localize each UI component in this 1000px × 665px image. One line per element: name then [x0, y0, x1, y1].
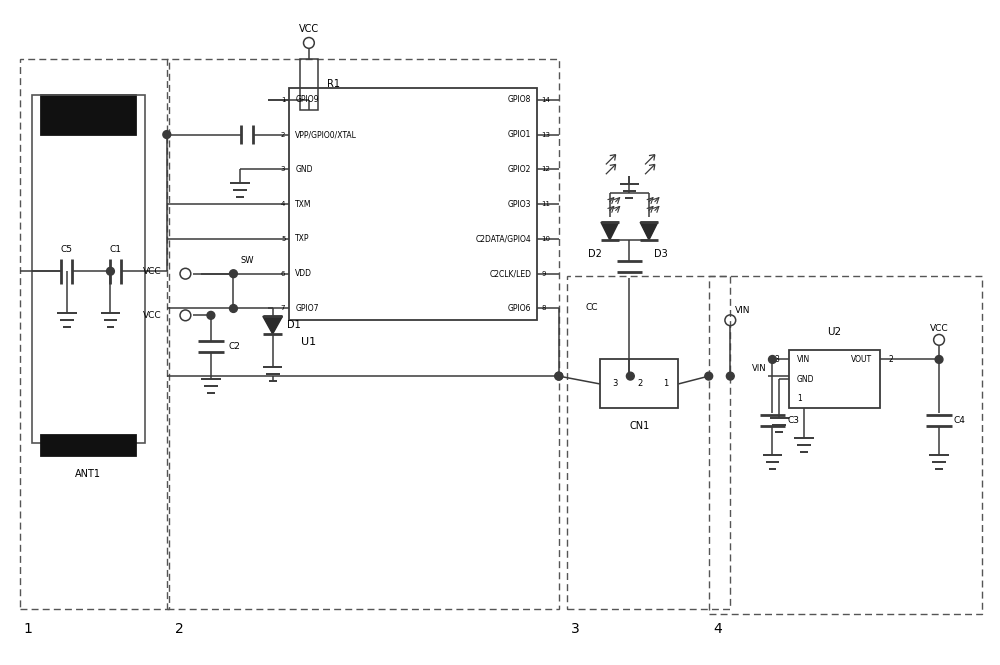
Circle shape	[207, 311, 215, 319]
Circle shape	[230, 270, 237, 277]
Text: VCC: VCC	[299, 24, 319, 34]
Text: 3: 3	[612, 380, 617, 388]
Text: CC: CC	[586, 303, 598, 313]
Circle shape	[555, 372, 563, 380]
Text: U1: U1	[301, 336, 316, 347]
Text: 8: 8	[541, 305, 546, 311]
Text: GPIO1: GPIO1	[508, 130, 531, 139]
Text: C4: C4	[954, 416, 966, 425]
Polygon shape	[601, 222, 619, 240]
Polygon shape	[41, 435, 135, 454]
Text: 2: 2	[638, 380, 643, 388]
Circle shape	[626, 372, 634, 380]
Text: 4: 4	[281, 201, 285, 207]
Text: 3: 3	[571, 622, 579, 636]
Text: 13: 13	[541, 132, 550, 138]
Text: C2: C2	[229, 342, 240, 351]
Text: GPIO3: GPIO3	[508, 200, 531, 209]
Text: 1: 1	[24, 622, 33, 636]
Text: 11: 11	[541, 201, 550, 207]
Text: 4: 4	[714, 622, 722, 636]
Text: C2CLK/LED: C2CLK/LED	[489, 269, 531, 278]
Polygon shape	[41, 95, 135, 134]
Circle shape	[705, 372, 713, 380]
Circle shape	[555, 372, 563, 380]
Text: SW: SW	[240, 257, 254, 265]
Text: 7: 7	[281, 305, 285, 311]
Text: 2: 2	[888, 355, 893, 364]
Text: 2: 2	[175, 622, 183, 636]
Text: VOUT: VOUT	[851, 355, 872, 364]
Text: TXM: TXM	[295, 200, 312, 209]
Text: C2DATA/GPIO4: C2DATA/GPIO4	[476, 234, 531, 243]
Text: VPP/GPIO0/XTAL: VPP/GPIO0/XTAL	[295, 130, 357, 139]
Text: C1: C1	[110, 245, 122, 254]
Text: U2: U2	[828, 327, 842, 337]
Text: ANT1: ANT1	[75, 469, 101, 479]
Text: 5: 5	[281, 236, 285, 242]
Text: C3: C3	[787, 416, 799, 425]
Text: GND: GND	[295, 165, 313, 174]
Text: C5: C5	[61, 245, 73, 254]
Text: GPIO9: GPIO9	[295, 95, 319, 104]
Text: 3: 3	[774, 355, 779, 364]
Text: 1: 1	[797, 394, 802, 403]
Text: GPIO8: GPIO8	[508, 95, 531, 104]
Text: 3: 3	[281, 166, 285, 172]
Text: 14: 14	[541, 96, 550, 103]
Circle shape	[935, 356, 943, 363]
Text: D2: D2	[588, 249, 602, 259]
Text: GND: GND	[797, 374, 814, 384]
Text: VIN: VIN	[735, 306, 751, 315]
Text: GPIO7: GPIO7	[295, 304, 319, 313]
Text: D1: D1	[287, 320, 301, 330]
Polygon shape	[263, 317, 282, 334]
Text: 1: 1	[663, 380, 668, 388]
Text: 10: 10	[541, 236, 550, 242]
Text: VCC: VCC	[930, 324, 948, 332]
Text: VCC: VCC	[143, 311, 162, 320]
Circle shape	[230, 305, 237, 313]
Text: R1: R1	[327, 79, 340, 89]
Text: GPIO2: GPIO2	[508, 165, 531, 174]
Circle shape	[726, 372, 734, 380]
Text: 1: 1	[281, 96, 285, 103]
Text: GPIO6: GPIO6	[508, 304, 531, 313]
Circle shape	[769, 356, 776, 363]
Text: D3: D3	[654, 249, 668, 259]
Circle shape	[163, 130, 171, 138]
Text: TXP: TXP	[295, 234, 310, 243]
Circle shape	[107, 267, 114, 275]
Text: 9: 9	[541, 271, 546, 277]
Text: 6: 6	[281, 271, 285, 277]
Text: VCC: VCC	[143, 267, 162, 276]
Text: CN1: CN1	[629, 421, 649, 431]
Text: VDD: VDD	[295, 269, 312, 278]
Text: VIN: VIN	[752, 364, 766, 373]
Polygon shape	[640, 222, 658, 240]
Text: 2: 2	[281, 132, 285, 138]
Text: VIN: VIN	[797, 355, 810, 364]
Text: 12: 12	[541, 166, 550, 172]
